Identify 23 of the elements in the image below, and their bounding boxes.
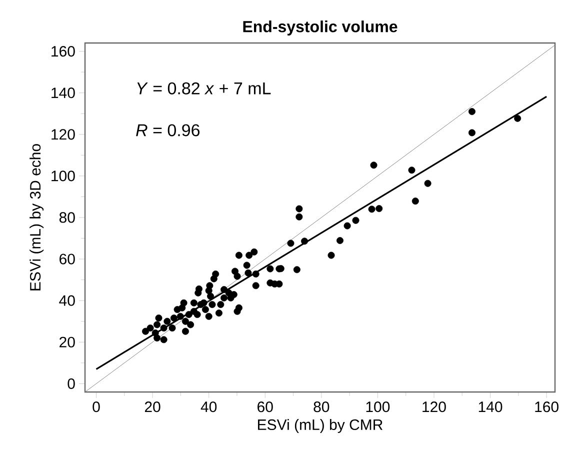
x-tick-label: 40	[200, 402, 217, 412]
y-tick-label: 60	[60, 254, 75, 264]
x-tick-label: 60	[258, 402, 273, 412]
y-tick-label: 80	[59, 212, 75, 223]
x-tick-label: 100	[366, 402, 390, 412]
x-tick-label: 0	[92, 402, 100, 412]
y-tick-label: 20	[60, 336, 75, 348]
x-tick-label: 80	[314, 402, 330, 412]
y-tick-label: 140	[52, 88, 75, 98]
y-tick-label: 120	[52, 129, 75, 140]
x-tick-label: 160	[535, 402, 558, 412]
y-axis-title: ESVi (mL) by 3D echo	[30, 144, 44, 290]
x-tick-label: 140	[478, 402, 502, 412]
y-tick-label: 40	[59, 295, 75, 306]
x-axis-title: ESVi (mL) by CMR	[258, 419, 382, 433]
y-tick-label: 100	[52, 170, 75, 182]
annotation: R = 0.96	[136, 124, 200, 136]
y-tick-label: 0	[68, 378, 75, 389]
chart-title: End-systolic volume	[243, 20, 398, 36]
x-tick-label: 20	[144, 402, 160, 412]
y-tick-label: 160	[52, 46, 75, 57]
annotation: Y = 0.82 x + 7 mL	[137, 82, 271, 94]
x-tick-label: 120	[422, 402, 446, 412]
